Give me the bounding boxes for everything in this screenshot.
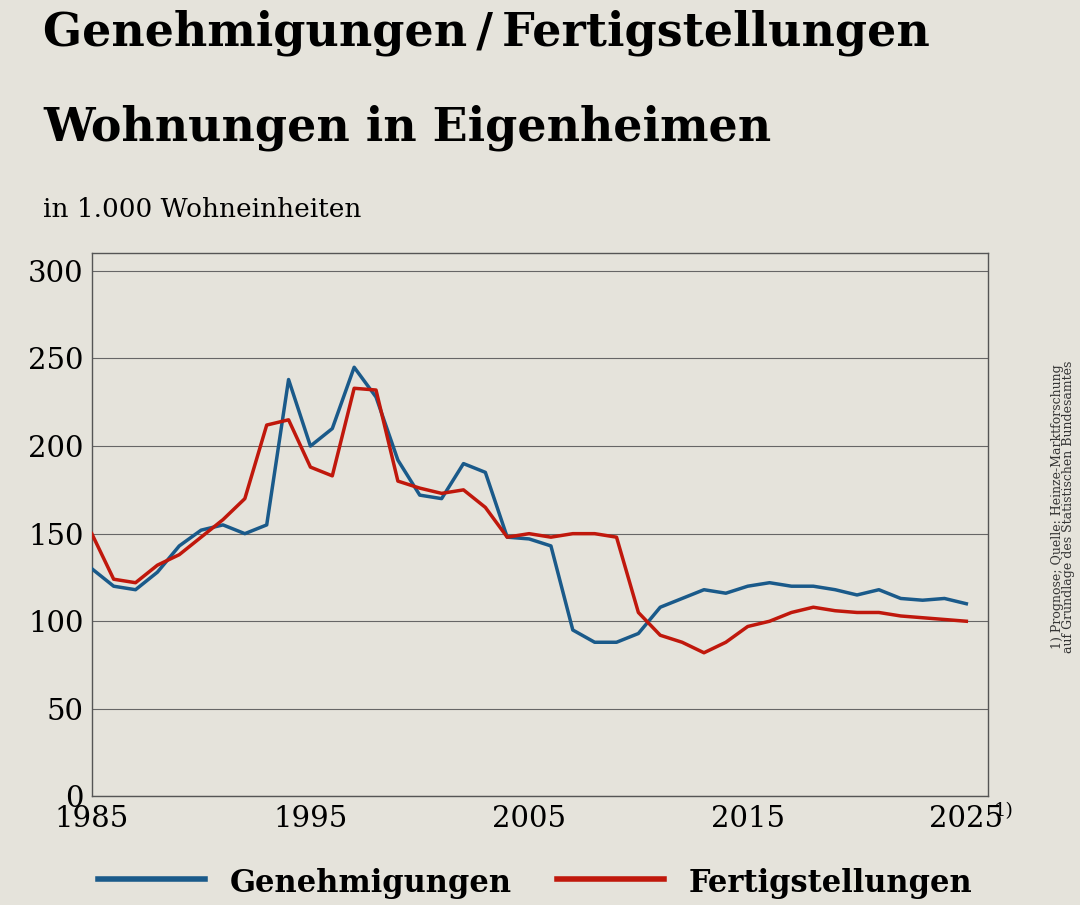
Text: in 1.000 Wohneinheiten: in 1.000 Wohneinheiten — [43, 197, 362, 223]
Text: 1) Prognose; Quelle: Heinze-Marktforschung: 1) Prognose; Quelle: Heinze-Marktforschu… — [1051, 365, 1064, 649]
Legend: Genehmigungen, Fertigstellungen: Genehmigungen, Fertigstellungen — [98, 866, 973, 899]
Text: 1): 1) — [994, 802, 1014, 820]
Text: auf Grundlage des Statistischen Bundesamtes: auf Grundlage des Statistischen Bundesam… — [1062, 360, 1075, 653]
Text: Genehmigungen / Fertigstellungen: Genehmigungen / Fertigstellungen — [43, 9, 930, 55]
Text: Wohnungen in Eigenheimen: Wohnungen in Eigenheimen — [43, 104, 771, 150]
